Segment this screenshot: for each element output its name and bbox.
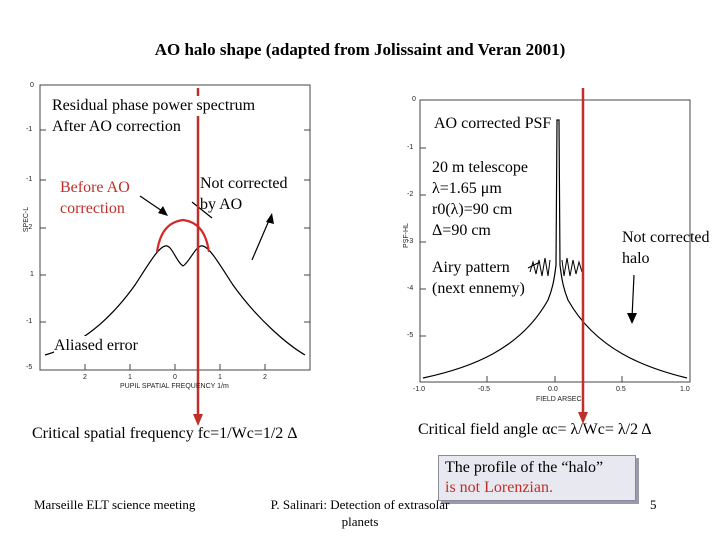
left-plot-xticks xyxy=(84,364,266,370)
before-ao-label-1: Before AO xyxy=(60,179,130,196)
right-xlabel: FIELD ARSEC xyxy=(536,396,582,403)
halo-note-line-2: is not Lorenzian. xyxy=(445,479,553,496)
right-xtick-1: -0.5 xyxy=(478,386,491,393)
right-xtick-2: 0.0 xyxy=(548,386,558,393)
left-ytick-4: 1 xyxy=(30,271,34,278)
param-delta: Δ=90 cm xyxy=(432,222,491,239)
before-ao-label-2: correction xyxy=(60,200,125,217)
right-plot-label: AO corrected PSF xyxy=(432,114,554,134)
right-ytick-2: -2 xyxy=(407,191,414,198)
slide-title: AO halo shape (adapted from Jolissaint a… xyxy=(154,40,566,59)
left-xtick-0: 2 xyxy=(83,374,87,381)
left-black-curve xyxy=(44,245,306,356)
left-ytick-5: -1 xyxy=(26,318,33,325)
param-r0: r0(λ)=90 cm xyxy=(432,201,513,218)
right-ytick-3: -3 xyxy=(407,238,414,245)
right-caption: Critical field angle αc= λ/Wc= λ/2 Δ xyxy=(418,421,652,438)
halo-arrow xyxy=(631,274,635,319)
right-ytick-5: -5 xyxy=(407,332,414,339)
left-xtick-4: 2 xyxy=(263,374,267,381)
airy-wiggles xyxy=(529,257,583,277)
halo-note-box: The profile of the “halo” is not Lorenzi… xyxy=(438,455,636,501)
halo-label-2: halo xyxy=(622,250,650,267)
left-red-curve xyxy=(155,218,211,253)
left-plot-label-2: After AO correction xyxy=(50,117,183,137)
footer-author-line-2: planets xyxy=(341,514,379,529)
left-xtick-2: 0 xyxy=(173,374,177,381)
left-ytick-2: -1 xyxy=(26,176,33,183)
left-ytick-3: -2 xyxy=(26,224,33,231)
right-psf-curve xyxy=(422,119,688,379)
right-ytick-0: 0 xyxy=(412,96,416,103)
right-ytick-1: -1 xyxy=(407,144,414,151)
footer-meeting: Marseille ELT science meeting xyxy=(34,497,196,512)
right-xtick-4: 1.0 xyxy=(680,386,690,393)
aliased-arrow xyxy=(251,217,271,261)
airy-arrow xyxy=(527,261,541,269)
airy-label-2: (next ennemy) xyxy=(432,280,525,297)
page-number: 5 xyxy=(650,497,657,512)
right-xtick-3: 0.5 xyxy=(616,386,626,393)
param-wavelength: λ=1.65 μm xyxy=(432,180,502,197)
left-ytick-0: 0 xyxy=(30,82,34,89)
aliased-error-label: Aliased error xyxy=(54,336,138,356)
param-telescope: 20 m telescope xyxy=(432,159,528,176)
right-xtick-0: -1.0 xyxy=(413,386,426,393)
not-corrected-label-2: by AO xyxy=(200,196,243,213)
left-caption: Critical spatial frequency fc=1/Wc=1/2 Δ xyxy=(32,425,298,442)
airy-label-1: Airy pattern xyxy=(432,259,510,276)
not-corrected-arrow-left xyxy=(191,201,213,219)
left-ytick-6: -5 xyxy=(26,364,33,371)
left-xtick-1: 1 xyxy=(128,374,132,381)
left-xlabel: PUPIL SPATIAL FREQUENCY 1/m xyxy=(120,383,229,390)
halo-note-line-1: The profile of the “halo” xyxy=(445,459,604,476)
right-plot-ticks xyxy=(420,147,623,382)
footer-author-line-1: P. Salinari: Detection of extrasolar xyxy=(270,497,450,512)
left-plot-label-1: Residual phase power spectrum xyxy=(50,96,258,116)
halo-label-1: Not corrected xyxy=(622,229,710,246)
left-ylabel: SPEC-L xyxy=(23,206,31,233)
left-plot-yticks xyxy=(40,129,310,323)
not-corrected-label-1: Not corrected xyxy=(200,175,288,192)
left-xtick-3: 1 xyxy=(218,374,222,381)
right-ytick-4: -4 xyxy=(407,285,414,292)
left-ytick-1: -1 xyxy=(26,126,33,133)
right-ylabel: PSF-HL xyxy=(402,223,410,248)
